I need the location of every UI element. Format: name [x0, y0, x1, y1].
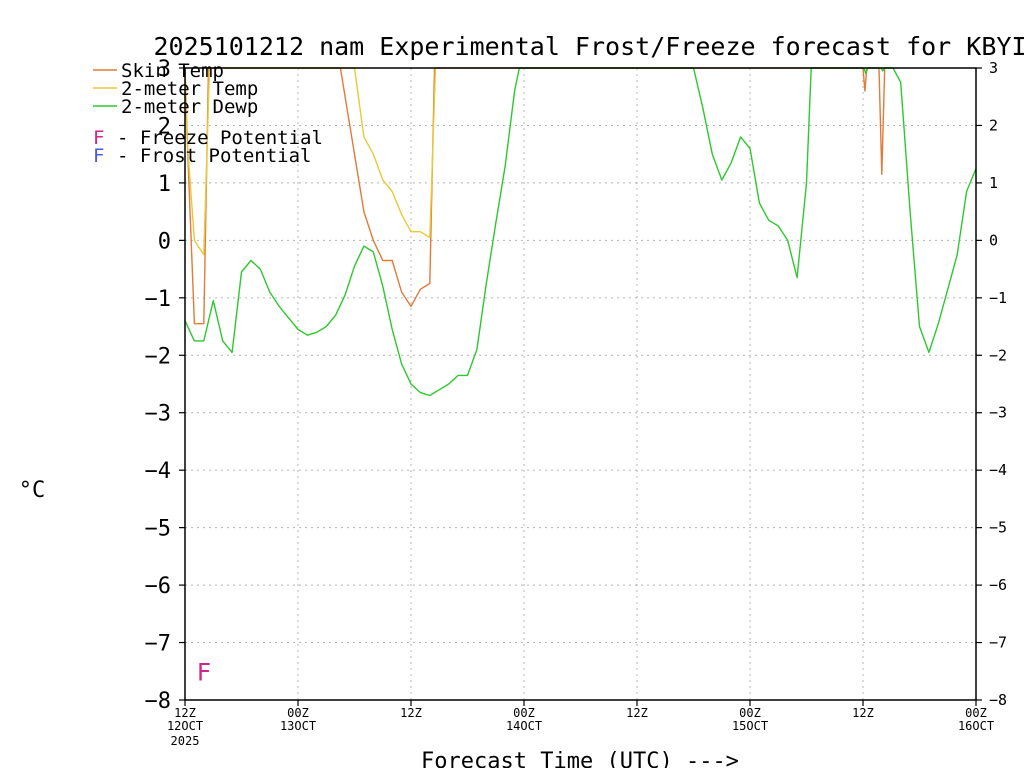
y-axis-left: 3 2 1 0 −1 −2 −3 −4 −5 −6 −7 −8 — [145, 57, 185, 714]
y-tick-label-right: −8 — [989, 691, 1007, 709]
series-layer — [184, 67, 977, 397]
x-tick-date: 16OCT — [958, 719, 994, 733]
y-tick-label-left: 0 — [158, 229, 171, 254]
y-axis-label: °C — [19, 478, 46, 503]
y-tick-label-left: −7 — [145, 632, 172, 657]
y-tick-label-right: 3 — [989, 59, 998, 77]
y-tick-label-left: 2 — [158, 114, 171, 139]
y-tick-label-right: 2 — [989, 116, 998, 134]
marker-layer: F — [197, 658, 211, 686]
y-tick-label-left: −3 — [145, 402, 172, 427]
x-tick-label: 00Z — [513, 706, 535, 720]
x-tick-label: 12Z — [852, 706, 874, 720]
series-line-skin-temp — [184, 67, 886, 325]
potential-legend-label: - Freeze Potential — [117, 127, 323, 149]
x-axis-label: Forecast Time (UTC) ---> — [421, 749, 739, 768]
y-tick-label-left: −4 — [145, 459, 172, 484]
y-tick-label-right: −4 — [989, 461, 1007, 479]
x-tick-label: 12Z — [400, 706, 422, 720]
x-tick-date: 13OCT — [280, 719, 316, 733]
y-tick-label-right: 1 — [989, 174, 998, 192]
y-tick-label-right: −1 — [989, 289, 1007, 307]
series-line-2-meter-dewp — [184, 67, 977, 397]
y-tick-label-right: 0 — [989, 231, 998, 249]
y-tick-label-left: −1 — [145, 287, 172, 312]
potential-legend-label: - Frost Potential — [117, 145, 311, 167]
y-tick-label-left: −8 — [145, 689, 172, 714]
y-tick-label-left: 1 — [158, 172, 171, 197]
y-tick-label-left: 3 — [158, 57, 171, 82]
legend-label: 2-meter Temp — [121, 78, 258, 100]
y-tick-label-left: −6 — [145, 574, 172, 599]
y-tick-label-right: −3 — [989, 404, 1007, 422]
x-tick-label: 12Z — [174, 706, 196, 720]
y-tick-label-right: −2 — [989, 346, 1007, 364]
freeze-potential-marker: F — [197, 658, 211, 686]
x-tick-label: 00Z — [287, 706, 309, 720]
series-line-2-meter-temp — [184, 67, 437, 256]
x-tick-label: 12Z — [626, 706, 648, 720]
y-tick-label-right: −5 — [989, 519, 1007, 537]
y-tick-label-right: −7 — [989, 634, 1007, 652]
x-tick-label: 00Z — [739, 706, 761, 720]
chart-title: 2025101212 nam Experimental Frost/Freeze… — [154, 32, 1024, 61]
y-axis-right: 3 2 1 0 −1 −2 −3 −4 −5 −6 −7 −8 — [976, 59, 1007, 709]
x-tick-date: 14OCT — [506, 719, 542, 733]
y-tick-label-left: −5 — [145, 517, 172, 542]
plot-frame — [184, 67, 977, 701]
x-tick-date: 15OCT — [732, 719, 768, 733]
legend-label: 2-meter Dewp — [121, 96, 258, 118]
x-tick-year: 2025 — [171, 734, 200, 748]
x-tick-date: 12OCT — [167, 719, 203, 733]
y-tick-label-right: −6 — [989, 576, 1007, 594]
potential-legend-symbol: F — [93, 127, 104, 149]
y-tick-label-left: −2 — [145, 344, 172, 369]
potential-legend-symbol: F — [93, 145, 104, 167]
legend-label: Skin Temp — [121, 60, 224, 82]
x-tick-label: 00Z — [965, 706, 987, 720]
